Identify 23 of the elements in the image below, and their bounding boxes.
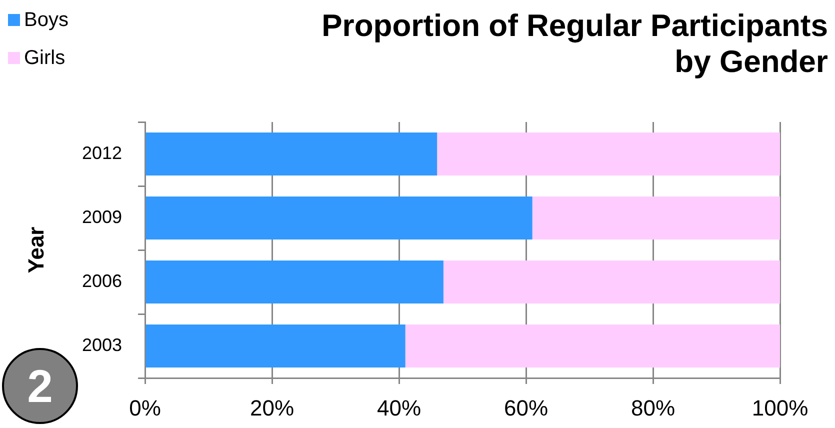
y-axis-title: Year	[23, 226, 48, 274]
x-tick-label: 20%	[250, 395, 294, 420]
bar	[437, 132, 780, 176]
bar	[146, 196, 532, 240]
y-tick-label: 2009	[82, 206, 122, 227]
chart-title: Proportion of Regular Participants by Gender	[320, 8, 828, 80]
y-tick-label: 2006	[82, 270, 122, 291]
legend-label: Girls	[24, 46, 66, 70]
text: 2	[27, 359, 53, 413]
x-tick-label: 0%	[129, 395, 161, 420]
y-tick-label: 2012	[82, 142, 122, 163]
x-tick-label: 100%	[752, 395, 808, 420]
bar	[146, 260, 444, 304]
bar	[146, 132, 438, 176]
bar	[405, 324, 780, 368]
x-tick-label: 80%	[630, 395, 676, 420]
bar	[146, 324, 406, 368]
bar	[443, 260, 780, 304]
x-tick-label: 40%	[376, 395, 422, 420]
legend-label: Boys	[24, 8, 68, 32]
y-tick-label: 2003	[82, 334, 122, 355]
bar	[532, 196, 780, 240]
x-tick-label: 60%	[504, 395, 548, 420]
